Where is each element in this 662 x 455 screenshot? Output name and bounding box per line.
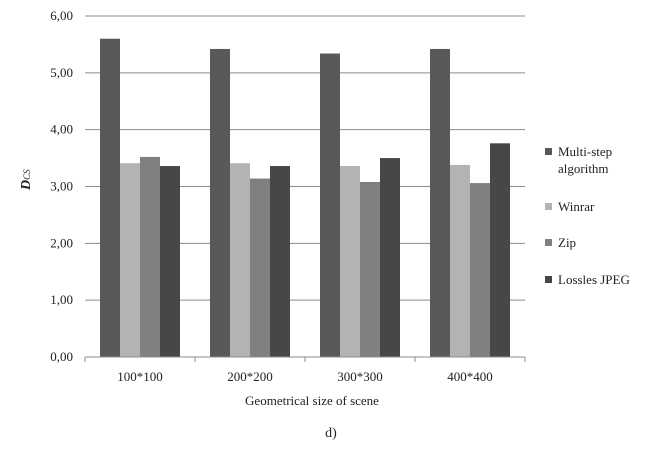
bar [340,166,360,357]
legend-swatch [545,239,552,246]
bar [140,156,160,357]
y-tick-label: 3,00 [50,179,73,194]
legend-swatch [545,148,552,155]
y-tick-label: 0,00 [50,349,73,364]
bars [100,38,510,358]
x-tick-label: 300*300 [337,369,383,384]
y-axis-title-sub: CS [22,169,32,180]
x-tick-label: 100*100 [117,369,163,384]
x-tick-label: 400*400 [447,369,493,384]
bar [380,158,400,357]
bar [120,163,140,357]
legend-swatch [545,276,552,283]
bar [250,178,270,357]
y-tick-labels: 0,00 1,00 2,00 3,00 4,00 5,00 6,00 [50,8,73,364]
y-tick-label: 4,00 [50,122,73,137]
bar [490,143,510,357]
legend-label: Zip [558,235,576,250]
y-tick-label: 2,00 [50,235,73,250]
bar [430,48,450,358]
figure-caption: d) [325,426,337,441]
bar [270,166,290,357]
legend-label: Multi-step [558,144,612,159]
legend-label: Lossles JPEG [558,272,630,287]
x-tick-labels: 100*100 200*200 300*300 400*400 [84,357,526,384]
legend-label: Winrar [558,199,595,214]
bar [360,181,380,357]
bar [160,166,180,357]
bar [230,163,250,357]
x-axis-title: Geometrical size of scene [245,393,379,408]
bar [210,48,230,358]
y-axis-title: DCS [19,169,34,191]
legend-label: algorithm [558,161,609,176]
bar [450,164,470,357]
bar [320,53,340,357]
legend-swatch [545,203,552,210]
y-tick-label: 1,00 [50,292,73,307]
bar [470,183,490,357]
y-tick-label: 5,00 [50,65,73,80]
y-axis-title-main: D [19,180,34,191]
legend: Multi-step algorithm Winrar Zip Lossles JPEG [545,144,630,287]
y-tick-label: 6,00 [50,8,73,23]
bar [100,38,120,357]
x-tick-label: 200*200 [227,369,273,384]
